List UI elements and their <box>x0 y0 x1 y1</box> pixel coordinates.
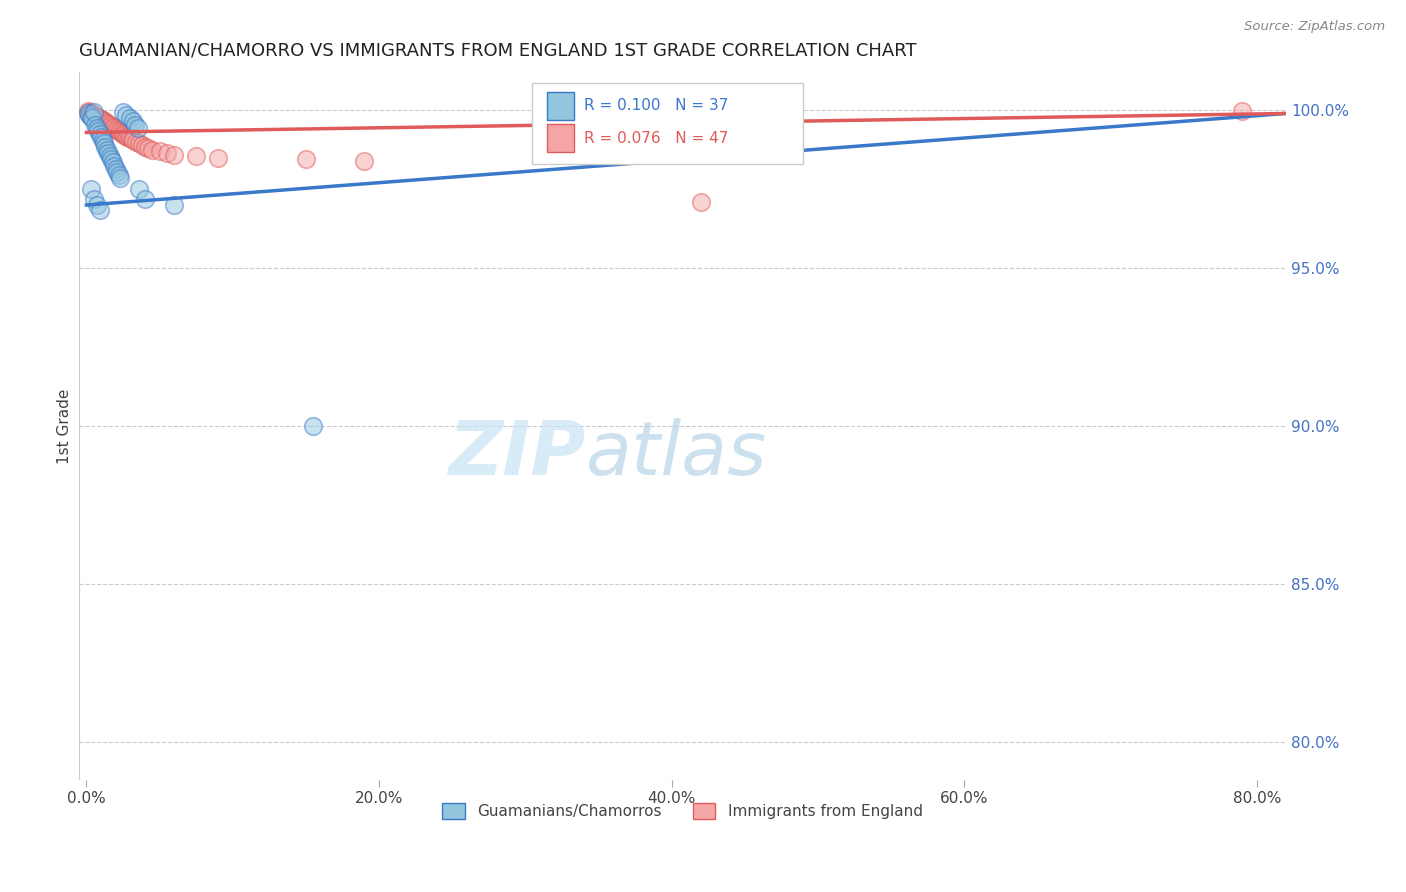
Point <box>100 153 122 167</box>
Point <box>120 112 142 126</box>
Point <box>77 103 100 118</box>
Point <box>107 168 129 182</box>
Point <box>125 135 148 149</box>
Point <box>134 139 156 153</box>
Text: GUAMANIAN/CHAMORRO VS IMMIGRANTS FROM ENGLAND 1ST GRADE CORRELATION CHART: GUAMANIAN/CHAMORRO VS IMMIGRANTS FROM EN… <box>79 42 917 60</box>
Point <box>163 147 186 161</box>
Point <box>118 130 141 145</box>
Point <box>89 127 111 141</box>
Point <box>97 117 120 131</box>
Point <box>207 151 229 165</box>
Point <box>122 114 145 128</box>
Point <box>77 106 100 120</box>
Point <box>100 119 122 133</box>
Point <box>111 127 134 141</box>
Point <box>103 120 125 135</box>
Point <box>91 133 114 147</box>
Point <box>86 198 108 212</box>
Legend: Guamanians/Chamorros, Immigrants from England: Guamanians/Chamorros, Immigrants from En… <box>436 797 929 825</box>
Point <box>120 131 142 145</box>
Point <box>98 118 121 132</box>
Point <box>115 108 138 122</box>
Point <box>89 202 111 217</box>
Point <box>93 114 115 128</box>
Point <box>79 108 101 122</box>
Point <box>295 153 318 167</box>
Point <box>105 165 128 179</box>
Point <box>83 192 105 206</box>
Point <box>186 149 208 163</box>
Point <box>128 136 150 151</box>
Point <box>117 129 139 144</box>
Point <box>110 126 132 140</box>
Point <box>1230 103 1253 118</box>
Point <box>83 108 105 122</box>
Point <box>122 133 145 147</box>
Point <box>89 112 111 126</box>
Point <box>97 145 120 160</box>
Point <box>163 198 186 212</box>
Point <box>105 123 128 137</box>
Point <box>98 149 121 163</box>
Point <box>86 120 108 135</box>
Point <box>96 143 118 157</box>
Point <box>104 122 127 136</box>
Point <box>84 109 107 123</box>
Point <box>124 118 146 132</box>
Point <box>141 143 163 157</box>
Text: Source: ZipAtlas.com: Source: ZipAtlas.com <box>1244 20 1385 33</box>
Point <box>111 104 134 119</box>
Point <box>156 145 179 160</box>
Point <box>131 138 153 153</box>
Point <box>86 110 108 124</box>
Point <box>148 145 170 159</box>
Point <box>82 107 104 121</box>
Text: ZIP: ZIP <box>449 417 586 491</box>
Point <box>83 104 105 119</box>
Point <box>134 192 156 206</box>
Point <box>90 130 112 145</box>
Point <box>114 128 136 142</box>
FancyBboxPatch shape <box>531 83 803 164</box>
Text: atlas: atlas <box>586 418 768 491</box>
Point <box>93 136 115 151</box>
Point <box>91 113 114 128</box>
Point <box>302 419 325 434</box>
Point <box>87 124 110 138</box>
Point <box>101 155 124 169</box>
Point <box>87 111 110 125</box>
Point <box>80 105 103 120</box>
Point <box>94 115 117 129</box>
Point <box>96 116 118 130</box>
Point <box>82 112 104 126</box>
Point <box>103 159 125 173</box>
Point <box>90 112 112 127</box>
Point <box>80 182 103 196</box>
Point <box>115 128 138 143</box>
Point <box>127 120 149 135</box>
Text: R = 0.100   N = 37: R = 0.100 N = 37 <box>583 98 728 113</box>
Point <box>79 104 101 119</box>
Point <box>80 110 103 124</box>
Point <box>94 139 117 153</box>
Point <box>108 171 131 186</box>
Point <box>128 182 150 196</box>
Y-axis label: 1st Grade: 1st Grade <box>58 388 72 464</box>
Bar <box>547 124 574 153</box>
Point <box>121 132 143 146</box>
Bar <box>547 92 574 120</box>
Point <box>108 125 131 139</box>
Point <box>104 161 127 176</box>
Point <box>107 124 129 138</box>
Point <box>136 141 159 155</box>
Point <box>101 120 124 134</box>
Point <box>84 118 107 132</box>
Point <box>689 194 711 209</box>
Text: R = 0.076   N = 47: R = 0.076 N = 47 <box>583 131 728 145</box>
Point <box>353 153 375 168</box>
